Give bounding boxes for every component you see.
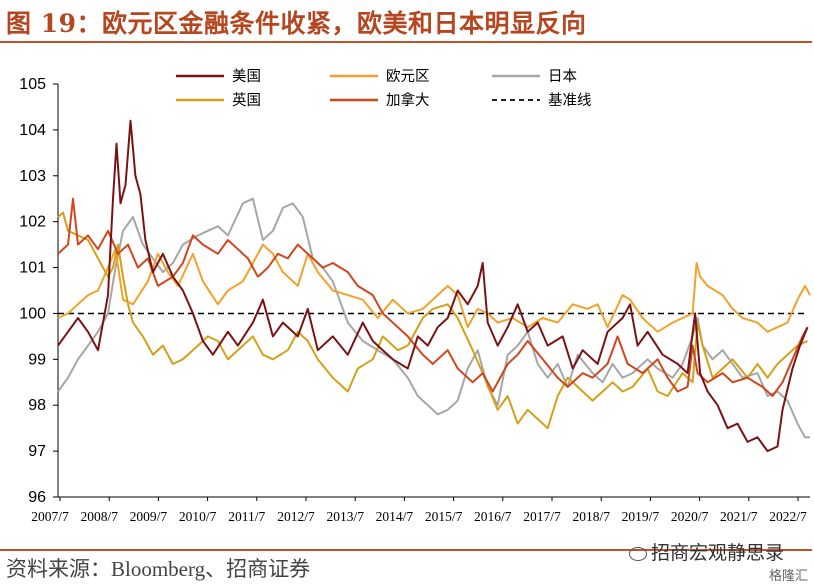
x-tick-label: 2009/7 [130,509,168,524]
x-tick-label: 2010/7 [179,509,217,524]
series-line-4 [57,197,809,397]
y-tick-label: 101 [19,260,46,277]
x-tick-label: 2017/7 [523,509,561,524]
x-tick-label: 2018/7 [572,509,610,524]
y-tick-label: 99 [28,351,46,368]
wechat-icon [628,546,647,561]
y-tick-label: 103 [19,168,46,185]
series-line-3 [57,211,808,430]
line-chart: 96 97 98 99 100 101 102 103 104 105 2007/7 2008/7 20… [19,68,811,524]
y-tick-label: 98 [28,397,46,414]
y-tick-label: 96 [28,489,46,506]
series-line-0 [57,119,809,453]
x-tick-label: 2015/7 [425,509,463,524]
x-tick-label: 2013/7 [326,509,364,524]
x-tick-label: 2021/7 [720,509,758,524]
legend-label-0: 美国 [232,68,261,85]
x-tick-label: 2007/7 [31,509,69,524]
legend-label-2: 日本 [548,68,577,85]
x-tick-label: 2012/7 [277,509,315,524]
legend-label-4: 加拿大 [386,91,430,109]
x-tick-label: 2020/7 [671,509,709,524]
series-layer [57,119,811,453]
watermark: 招商宏观静思录 [628,538,784,565]
footer-rule [0,549,812,551]
y-tick-label: 105 [19,76,46,93]
legend-label-3: 英国 [232,91,261,109]
series-line-2 [57,197,810,439]
x-tick-label: 2019/7 [622,509,660,524]
site-logo: 格隆汇 [768,569,808,584]
y-tick-label: 100 [19,305,46,322]
x-tick-label: 2022/7 [769,509,807,524]
source-note: 资料来源：Bloomberg、招商证券 [6,557,311,581]
title-rule [0,41,812,43]
legend-label-1: 欧元区 [386,68,430,85]
y-tick-label: 102 [19,214,46,231]
x-tick-label: 2008/7 [80,509,118,524]
chart-axes: 96 97 98 99 100 101 102 103 104 105 2007/7 2008/7 20… [19,76,810,524]
legend-label-5: 基准线 [548,92,592,109]
watermark-text: 招商宏观静思录 [650,542,784,564]
series-line-1 [57,243,811,333]
x-tick-label: 2014/7 [376,509,414,524]
y-tick-label: 104 [19,122,46,139]
figure-title: 图 19：欧元区金融条件收紧，欧美和日本明显反向 [6,9,587,38]
x-tick-label: 2011/7 [228,509,265,524]
x-tick-label: 2016/7 [474,509,512,524]
y-tick-label: 97 [28,443,46,460]
